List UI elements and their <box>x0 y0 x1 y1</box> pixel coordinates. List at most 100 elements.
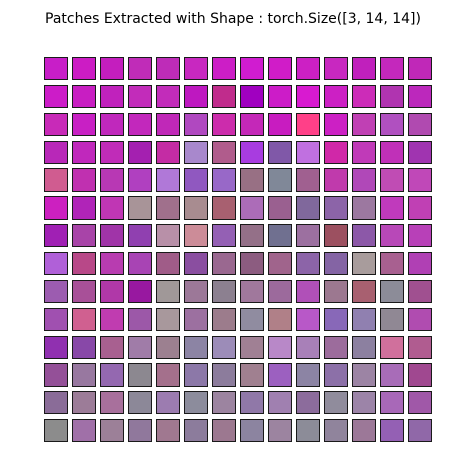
patch-r12-c13 <box>408 391 432 415</box>
patch-r1-c4 <box>156 84 180 109</box>
patch-r4-c3 <box>128 168 152 192</box>
patch-r9-c12 <box>380 307 404 331</box>
patch-r4-c12 <box>380 168 404 192</box>
patch-r11-c1 <box>72 363 96 387</box>
patch-r6-c3 <box>128 224 152 248</box>
patch-r5-c8 <box>268 196 292 220</box>
patch-r6-c0 <box>44 224 68 248</box>
patch-r8-c1 <box>72 279 96 304</box>
patch-r8-c13 <box>408 279 432 304</box>
patch-r6-c11 <box>352 224 376 248</box>
patch-r5-c7 <box>240 196 264 220</box>
patch-r11-c13 <box>408 363 432 387</box>
patch-r13-c13 <box>408 419 432 443</box>
patch-r3-c4 <box>156 140 180 164</box>
patch-r4-c11 <box>352 168 376 192</box>
patch-r10-c7 <box>240 335 264 359</box>
patch-r12-c11 <box>352 391 376 415</box>
patch-r4-c0 <box>44 168 68 192</box>
patch-r8-c12 <box>380 279 404 304</box>
patch-r3-c1 <box>72 140 96 164</box>
patch-r5-c1 <box>72 196 96 220</box>
patch-r5-c4 <box>156 196 180 220</box>
patch-r13-c2 <box>100 419 124 443</box>
patch-r8-c8 <box>268 279 292 304</box>
patch-r9-c1 <box>72 307 96 331</box>
patch-r1-c10 <box>324 84 348 109</box>
patch-r6-c10 <box>324 224 348 248</box>
patch-r7-c10 <box>324 251 348 276</box>
patch-r1-c3 <box>128 84 152 109</box>
patch-r11-c4 <box>156 363 180 387</box>
patch-r6-c9 <box>296 224 320 248</box>
patch-r5-c5 <box>184 196 208 220</box>
patch-r6-c4 <box>156 224 180 248</box>
patch-r1-c1 <box>72 84 96 109</box>
patch-r4-c4 <box>156 168 180 192</box>
patch-r3-c6 <box>212 140 236 164</box>
patch-r2-c12 <box>380 112 404 136</box>
patch-r13-c10 <box>324 419 348 443</box>
patch-r9-c7 <box>240 307 264 331</box>
patch-r12-c3 <box>128 391 152 415</box>
patch-r5-c2 <box>100 196 124 220</box>
patch-r11-c11 <box>352 363 376 387</box>
patch-r8-c3 <box>128 279 152 304</box>
patch-r12-c8 <box>268 391 292 415</box>
patch-r6-c5 <box>184 224 208 248</box>
patch-r9-c2 <box>100 307 124 331</box>
patch-r7-c11 <box>352 251 376 276</box>
patch-r3-c13 <box>408 140 432 164</box>
patch-r3-c7 <box>240 140 264 164</box>
patch-r1-c2 <box>100 84 124 109</box>
patch-r3-c9 <box>296 140 320 164</box>
patch-r7-c0 <box>44 251 68 276</box>
patch-r6-c8 <box>268 224 292 248</box>
patch-r9-c11 <box>352 307 376 331</box>
patch-r8-c11 <box>352 279 376 304</box>
patch-r11-c7 <box>240 363 264 387</box>
patch-r10-c2 <box>100 335 124 359</box>
patch-r8-c2 <box>100 279 124 304</box>
patch-r12-c0 <box>44 391 68 415</box>
patch-r13-c0 <box>44 419 68 443</box>
patch-r7-c4 <box>156 251 180 276</box>
patch-grid <box>44 57 436 447</box>
patch-r1-c9 <box>296 84 320 109</box>
patch-r3-c12 <box>380 140 404 164</box>
patch-r7-c9 <box>296 251 320 276</box>
patch-r9-c13 <box>408 307 432 331</box>
patch-r2-c1 <box>72 112 96 136</box>
patch-r8-c5 <box>184 279 208 304</box>
patch-r0-c5 <box>184 57 208 81</box>
patch-r2-c9 <box>296 112 320 136</box>
patch-r0-c8 <box>268 57 292 81</box>
patch-r4-c7 <box>240 168 264 192</box>
patch-r5-c0 <box>44 196 68 220</box>
patch-r6-c12 <box>380 224 404 248</box>
patch-r2-c4 <box>156 112 180 136</box>
patch-r8-c10 <box>324 279 348 304</box>
patch-r11-c6 <box>212 363 236 387</box>
patch-r5-c13 <box>408 196 432 220</box>
patch-r10-c13 <box>408 335 432 359</box>
patch-r13-c1 <box>72 419 96 443</box>
patch-r8-c4 <box>156 279 180 304</box>
patch-r9-c8 <box>268 307 292 331</box>
patch-r2-c0 <box>44 112 68 136</box>
patch-r10-c11 <box>352 335 376 359</box>
patch-r0-c12 <box>380 57 404 81</box>
patch-r4-c9 <box>296 168 320 192</box>
patch-r8-c7 <box>240 279 264 304</box>
patch-r3-c2 <box>100 140 124 164</box>
patch-r3-c8 <box>268 140 292 164</box>
patch-r7-c5 <box>184 251 208 276</box>
patch-r13-c8 <box>268 419 292 443</box>
patch-r2-c7 <box>240 112 264 136</box>
patch-r12-c2 <box>100 391 124 415</box>
patch-r0-c3 <box>128 57 152 81</box>
patch-r9-c10 <box>324 307 348 331</box>
patch-r12-c4 <box>156 391 180 415</box>
patch-r5-c6 <box>212 196 236 220</box>
patch-r1-c12 <box>380 84 404 109</box>
